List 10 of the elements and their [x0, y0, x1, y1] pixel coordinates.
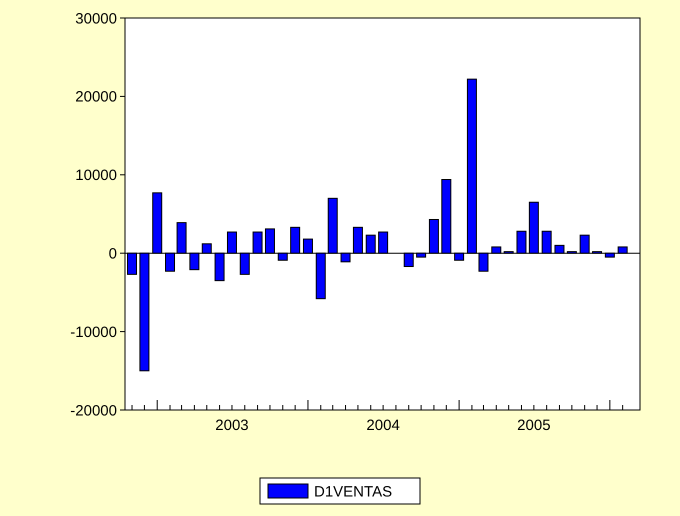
x-tick-label: 2004: [366, 417, 400, 434]
y-tick-label: 0: [108, 245, 117, 262]
x-tick-label: 2003: [215, 417, 249, 434]
x-tick-label: 2005: [517, 417, 551, 434]
y-tick-label: -10000: [70, 324, 117, 341]
y-tick-label: -20000: [70, 402, 117, 420]
legend-label: D1VENTAS: [314, 483, 392, 500]
y-tick-label: 20000: [75, 88, 117, 106]
y-tick-label: 30000: [75, 10, 117, 28]
y-tick-label: 10000: [75, 167, 117, 184]
